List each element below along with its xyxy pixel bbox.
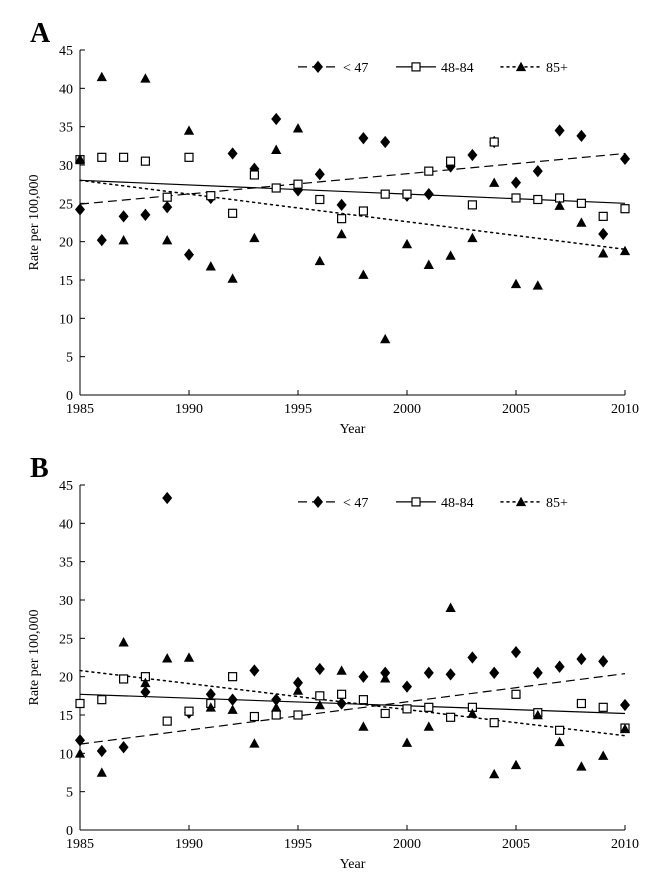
panel-label-a: A [30,18,50,50]
svg-text:20: 20 [59,236,73,251]
svg-text:30: 30 [59,594,73,609]
series-points [76,138,629,223]
svg-text:Rate per 100,000: Rate per 100,000 [27,609,42,705]
svg-text:1990: 1990 [175,837,203,852]
trend-line [80,671,625,736]
svg-text:< 47: < 47 [343,61,368,76]
trend-line [80,154,625,205]
svg-text:1995: 1995 [284,402,312,417]
svg-text:5: 5 [66,351,73,366]
svg-text:2010: 2010 [611,402,639,417]
svg-text:5: 5 [66,786,73,801]
svg-text:2000: 2000 [393,837,421,852]
svg-text:2010: 2010 [611,837,639,852]
svg-text:25: 25 [59,197,73,212]
svg-text:35: 35 [59,556,73,571]
svg-text:2000: 2000 [393,402,421,417]
series-points [75,603,630,779]
legend-item: 85+ [501,61,568,76]
svg-text:45: 45 [59,44,73,59]
svg-text:10: 10 [59,312,73,327]
svg-text:Year: Year [340,422,366,437]
svg-text:48-84: 48-84 [441,496,474,511]
svg-text:Year: Year [340,857,366,872]
svg-text:10: 10 [59,747,73,762]
figure: 0510152025303540451985199019952000200520… [0,0,672,885]
series-points [75,492,630,757]
svg-text:40: 40 [59,82,73,97]
panel-B: 0510152025303540451985199019952000200520… [27,479,639,872]
legend-item: 48-84 [396,496,474,511]
legend-item: 48-84 [396,61,474,76]
svg-text:45: 45 [59,479,73,494]
svg-text:15: 15 [59,709,73,724]
trend-line [80,694,625,713]
svg-text:30: 30 [59,159,73,174]
svg-text:20: 20 [59,671,73,686]
svg-text:1985: 1985 [66,402,94,417]
svg-text:1990: 1990 [175,402,203,417]
trend-line [80,180,625,249]
series-points [75,113,630,261]
legend-item: < 47 [298,61,368,76]
svg-text:1985: 1985 [66,837,94,852]
series-points [75,72,630,344]
svg-text:85+: 85+ [546,496,568,511]
svg-text:2005: 2005 [502,837,530,852]
svg-text:1995: 1995 [284,837,312,852]
trend-line [80,180,625,203]
svg-text:48-84: 48-84 [441,61,474,76]
svg-text:40: 40 [59,517,73,532]
chart-svg: 0510152025303540451985199019952000200520… [0,0,672,885]
svg-text:25: 25 [59,632,73,647]
panel-A: 0510152025303540451985199019952000200520… [27,44,639,437]
legend-item: 85+ [501,496,568,511]
svg-text:Rate per 100,000: Rate per 100,000 [27,174,42,270]
trend-line [80,674,625,745]
legend-item: < 47 [298,496,368,511]
svg-text:15: 15 [59,274,73,289]
svg-text:< 47: < 47 [343,496,368,511]
panel-label-b: B [30,453,49,485]
svg-text:35: 35 [59,121,73,136]
svg-text:85+: 85+ [546,61,568,76]
svg-text:2005: 2005 [502,402,530,417]
